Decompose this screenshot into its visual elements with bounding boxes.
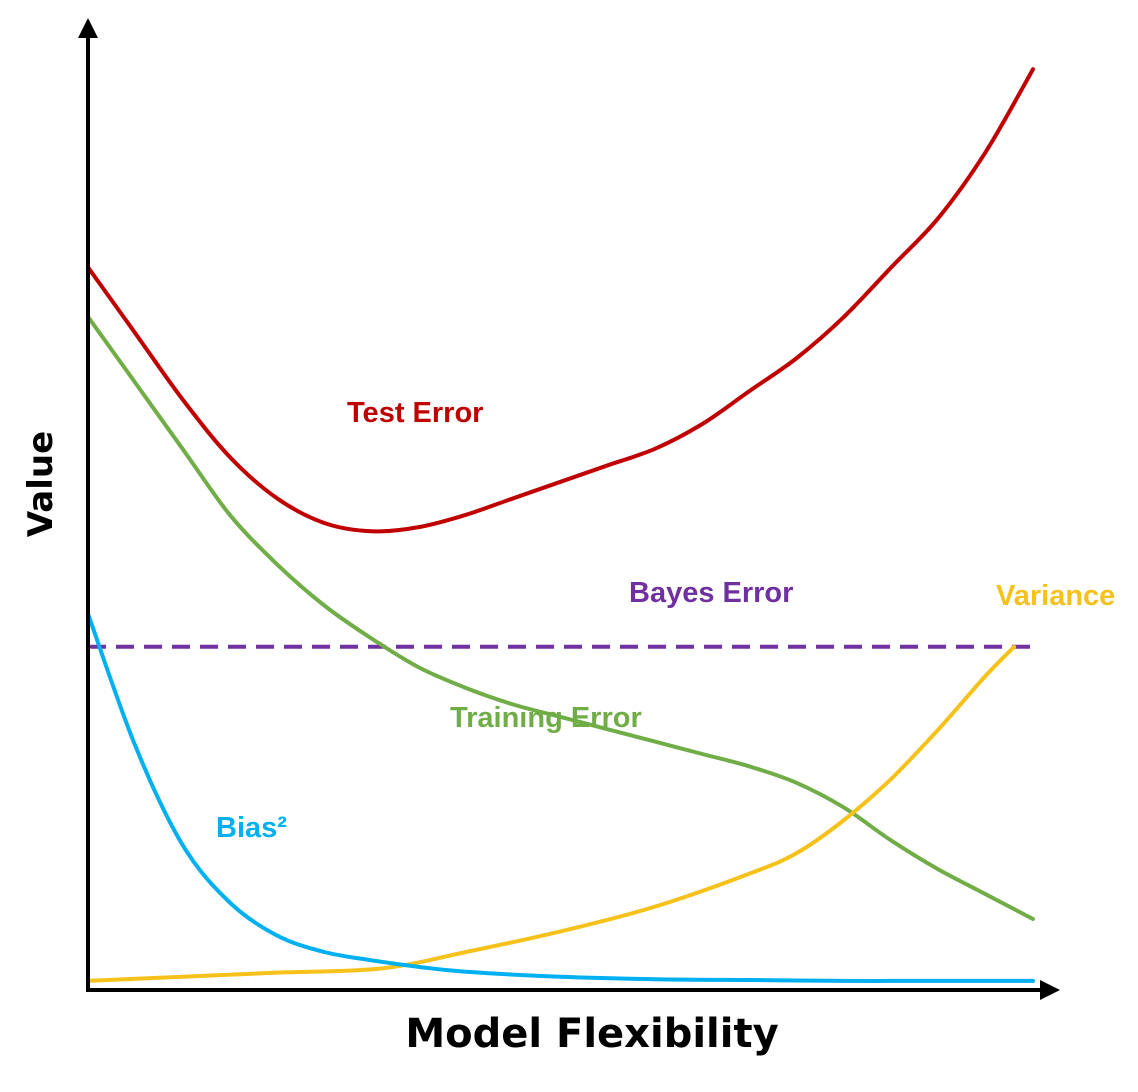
test-error-line <box>86 67 1035 534</box>
test-error-label: Test Error <box>347 397 483 429</box>
series-layer <box>86 67 1035 983</box>
y-axis-title: Value <box>21 431 61 537</box>
variance-line <box>86 644 1017 983</box>
variance-label: Variance <box>996 580 1115 612</box>
bias-squared-label: Bias² <box>216 812 287 844</box>
bayes-error-label: Bayes Error <box>629 577 793 609</box>
training-error-label: Training Error <box>450 702 642 734</box>
x-axis-title: Model Flexibility <box>405 1011 778 1057</box>
bias-squared-line <box>86 611 1035 983</box>
training-error-line <box>86 314 1035 921</box>
